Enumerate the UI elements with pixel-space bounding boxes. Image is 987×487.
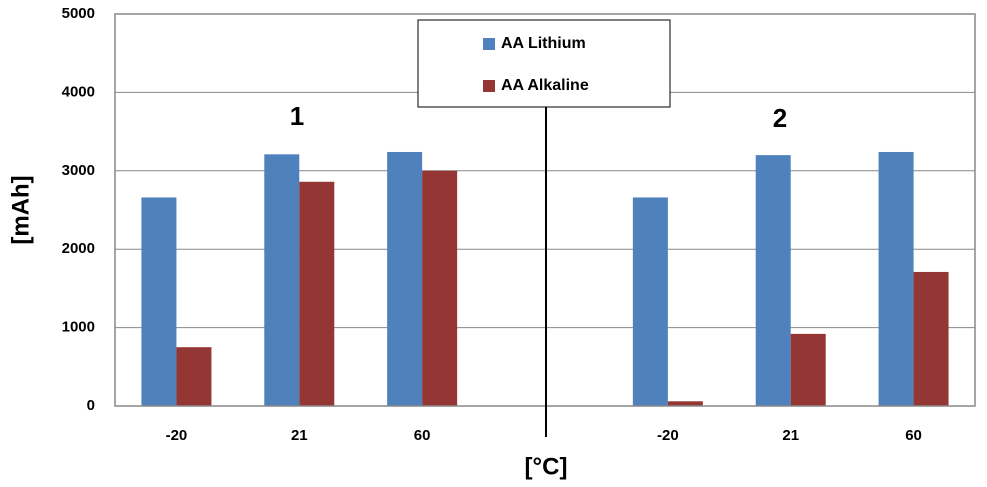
legend-swatch bbox=[483, 80, 495, 92]
legend-label: AA Lithium bbox=[501, 35, 586, 52]
x-tick-label: 21 bbox=[782, 427, 799, 444]
bar bbox=[632, 197, 668, 406]
x-tick-label: 60 bbox=[905, 427, 922, 444]
x-tick-label: -20 bbox=[166, 427, 188, 444]
y-tick-label: 3000 bbox=[62, 162, 95, 179]
y-tick-label: 2000 bbox=[62, 240, 95, 257]
bar bbox=[422, 170, 458, 406]
y-tick-label: 0 bbox=[87, 397, 95, 414]
legend-label: AA Alkaline bbox=[501, 77, 589, 94]
bar bbox=[387, 151, 423, 406]
y-tick-label: 5000 bbox=[62, 5, 95, 22]
legend-swatch bbox=[483, 38, 495, 50]
y-tick-label: 1000 bbox=[62, 319, 95, 336]
annotation: 2 bbox=[773, 103, 787, 133]
x-tick-label: -20 bbox=[657, 427, 679, 444]
bar bbox=[878, 151, 914, 406]
bar bbox=[913, 271, 949, 406]
x-axis-title: [°C] bbox=[525, 453, 568, 480]
annotation: 1 bbox=[290, 101, 304, 131]
bars bbox=[141, 151, 949, 406]
x-tick-label: 60 bbox=[414, 427, 431, 444]
bar bbox=[667, 401, 703, 406]
x-tick-label: 21 bbox=[291, 427, 308, 444]
y-tick-label: 4000 bbox=[62, 83, 95, 100]
bar bbox=[299, 181, 335, 406]
legend bbox=[417, 19, 671, 108]
bar bbox=[141, 197, 177, 406]
bar bbox=[264, 154, 300, 406]
bar bbox=[790, 333, 826, 406]
bar bbox=[755, 155, 791, 406]
y-axis-title: [mAh] bbox=[7, 175, 34, 244]
bar bbox=[176, 347, 212, 406]
